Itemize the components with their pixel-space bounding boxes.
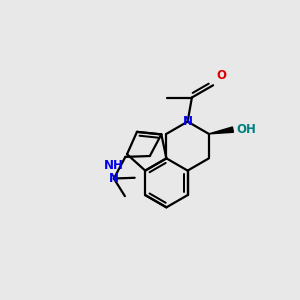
Text: N: N: [109, 172, 119, 185]
Text: O: O: [216, 69, 226, 82]
Text: N: N: [183, 115, 193, 128]
Text: OH: OH: [236, 123, 256, 136]
Text: NH: NH: [104, 159, 124, 172]
Polygon shape: [209, 127, 233, 134]
